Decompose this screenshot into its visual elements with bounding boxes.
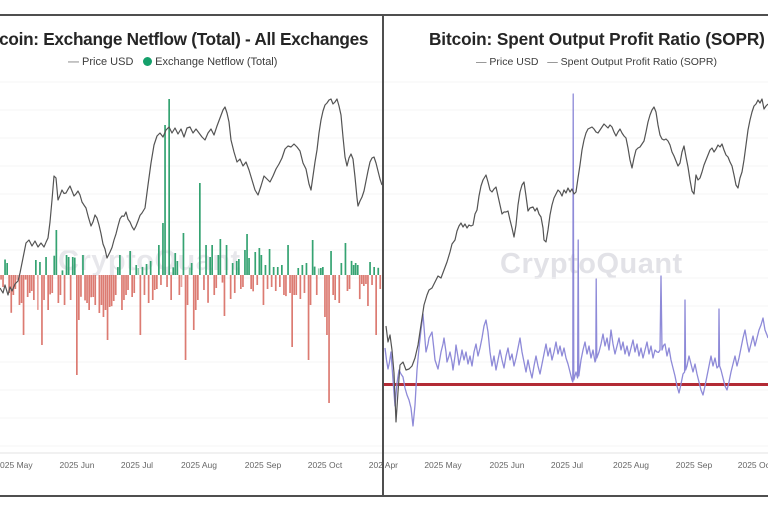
- svg-text:2025 Jul: 2025 Jul: [551, 460, 583, 470]
- svg-text:2025 Oct: 2025 Oct: [308, 460, 343, 470]
- svg-text:2025 Jul: 2025 Jul: [121, 460, 153, 470]
- svg-text:2025 Apr: 2025 Apr: [384, 460, 398, 470]
- svg-text:2025 May: 2025 May: [0, 460, 33, 470]
- svg-text:2025 Aug: 2025 Aug: [613, 460, 649, 470]
- svg-text:2025 Oct: 2025 Oct: [738, 460, 768, 470]
- svg-text:2025 Jun: 2025 Jun: [490, 460, 525, 470]
- svg-text:2025 Sep: 2025 Sep: [245, 460, 282, 470]
- svg-text:2025 Sep: 2025 Sep: [676, 460, 713, 470]
- svg-text:2025 Nov: 2025 Nov: [369, 460, 382, 470]
- svg-text:2025 May: 2025 May: [424, 460, 462, 470]
- svg-text:2025 Aug: 2025 Aug: [181, 460, 217, 470]
- svg-text:2025 Jun: 2025 Jun: [60, 460, 95, 470]
